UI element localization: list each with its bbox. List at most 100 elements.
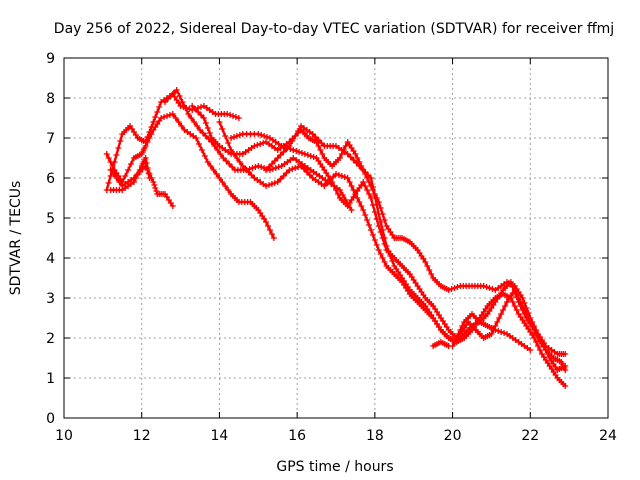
plus-marker [268, 161, 275, 167]
plus-marker [242, 166, 249, 172]
plus-marker [364, 217, 371, 223]
plus-marker [222, 133, 229, 139]
plus-marker [263, 183, 270, 189]
plus-marker [490, 327, 497, 333]
plus-marker [385, 248, 392, 254]
plus-marker [362, 212, 369, 218]
plus-marker [236, 159, 243, 165]
plus-marker [236, 132, 243, 138]
plus-marker [220, 155, 227, 161]
plus-marker [375, 247, 382, 253]
plus-marker [317, 147, 324, 153]
plus-marker [495, 328, 502, 334]
x-axis-tick-labels: 10 12 14 16 18 20 22 24 [55, 428, 617, 444]
plus-marker [371, 193, 378, 199]
plus-marker [517, 299, 524, 305]
y-tick-label: 8 [46, 91, 55, 107]
plus-marker [358, 203, 365, 209]
plus-marker [369, 232, 376, 238]
plus-marker [367, 227, 374, 233]
plus-marker [513, 307, 520, 313]
plus-marker [122, 173, 129, 179]
gridlines [64, 58, 608, 418]
plus-marker [153, 188, 160, 194]
plus-marker [348, 207, 355, 213]
plus-marker [334, 191, 341, 197]
plus-marker [360, 179, 367, 185]
plus-marker [318, 140, 325, 146]
x-tick-label: 12 [133, 428, 151, 444]
plus-marker [144, 165, 151, 171]
plus-marker [298, 163, 305, 169]
plus-marker [109, 163, 116, 169]
plus-marker [239, 163, 246, 169]
plus-marker [255, 131, 262, 137]
plus-marker [196, 141, 203, 147]
plus-marker [523, 311, 530, 317]
plus-marker [268, 181, 275, 187]
plus-marker [258, 164, 265, 170]
plus-marker [144, 139, 151, 145]
plus-marker [172, 115, 179, 121]
plus-marker [324, 180, 331, 186]
plus-marker [199, 130, 206, 136]
plus-marker [500, 307, 507, 313]
plus-marker [200, 115, 207, 121]
plus-marker [193, 135, 200, 141]
plus-marker [170, 90, 177, 96]
plus-marker [277, 176, 284, 182]
plus-marker [535, 343, 542, 349]
plus-marker [381, 259, 388, 265]
plus-marker [488, 331, 495, 337]
plus-marker [173, 87, 180, 93]
plus-marker [116, 179, 123, 185]
plus-marker [304, 152, 311, 158]
plus-marker [130, 179, 137, 185]
plus-marker [312, 134, 319, 140]
plus-marker [306, 172, 313, 178]
series-track-2 [103, 111, 277, 241]
plus-marker [188, 115, 195, 121]
plus-marker [274, 179, 281, 185]
plus-marker [125, 167, 132, 173]
plus-marker [266, 227, 273, 233]
y-tick-label: 5 [46, 211, 55, 227]
plus-marker [166, 112, 173, 118]
plus-marker [527, 347, 534, 353]
plus-marker [185, 111, 192, 117]
plus-marker [293, 148, 300, 154]
plus-marker [501, 330, 508, 336]
plus-marker [515, 295, 522, 301]
plus-marker [350, 157, 357, 163]
plus-marker [154, 109, 161, 115]
plus-marker [251, 143, 258, 149]
plus-marker [270, 235, 277, 241]
plus-marker [128, 161, 135, 167]
plus-marker [235, 115, 242, 121]
plus-marker [353, 160, 360, 166]
plus-marker [271, 158, 278, 164]
plus-marker [224, 111, 231, 117]
plot-frame [63, 57, 609, 419]
plus-marker [254, 142, 261, 148]
plus-marker [245, 169, 252, 175]
plus-marker [182, 105, 189, 111]
plus-marker [274, 155, 281, 161]
plus-marker [280, 149, 287, 155]
plus-marker [148, 131, 155, 137]
plus-marker [275, 164, 282, 170]
plus-marker [107, 159, 114, 165]
plus-marker [226, 161, 233, 167]
plus-marker [315, 137, 322, 143]
y-tick-label: 6 [46, 171, 55, 187]
plus-marker [422, 259, 429, 265]
plus-marker [216, 175, 223, 181]
plus-marker [268, 231, 275, 237]
plus-marker [286, 167, 293, 173]
plus-marker [454, 284, 461, 290]
plus-marker [272, 165, 279, 171]
plus-marker [529, 323, 536, 329]
plus-marker [115, 145, 122, 151]
plus-marker [354, 155, 361, 161]
